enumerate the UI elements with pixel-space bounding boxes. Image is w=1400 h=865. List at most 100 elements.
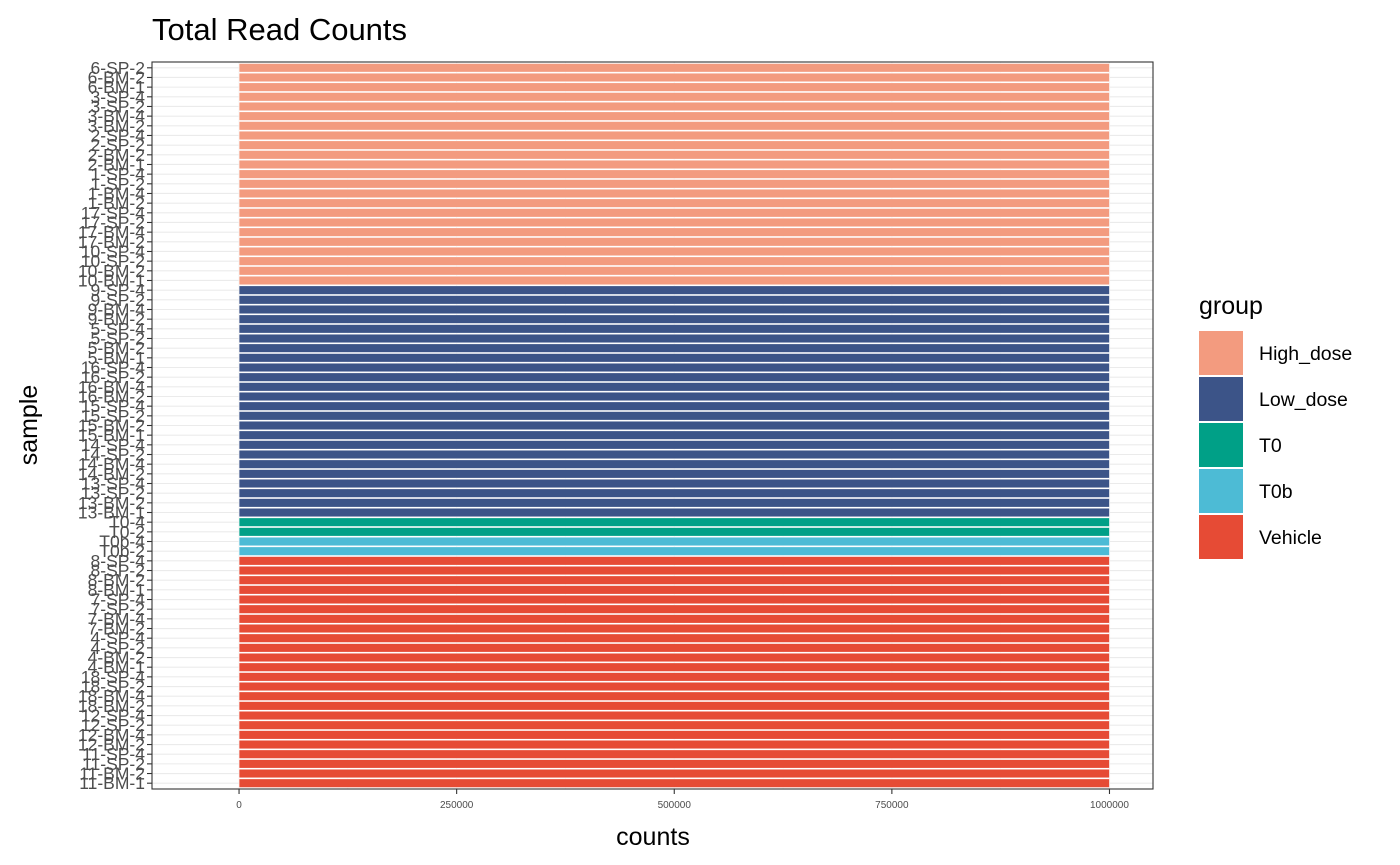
bar-6-SP-2 <box>238 63 1110 73</box>
legend-key-High_dose <box>1199 331 1243 375</box>
chart-title: Total Read Counts <box>152 12 407 47</box>
y-tick-label: 10-SP-2 <box>81 251 145 271</box>
bar-1-SP-4 <box>238 169 1110 179</box>
y-tick-label: 17-SP-2 <box>81 212 145 232</box>
x-axis: 0 250000 500000 750000 1000000 <box>236 789 1129 811</box>
y-tick-label: 15-SP-4 <box>81 396 145 416</box>
bar-18-BM-2 <box>238 701 1110 711</box>
bar-4-BM-1 <box>238 662 1110 672</box>
y-tick-label: 13-BM-1 <box>78 503 145 523</box>
bar-11-BM-2 <box>238 768 1110 779</box>
bar-4-SP-2 <box>238 643 1110 653</box>
y-tick-label: 16-SP-2 <box>81 367 145 387</box>
y-tick-label: 8-BM-1 <box>88 580 145 600</box>
bar-18-BM-4 <box>238 691 1110 701</box>
bar-5-SP-4 <box>238 324 1110 334</box>
y-tick-label: 2-BM-2 <box>88 145 145 165</box>
y-tick-label: 12-SP-2 <box>81 715 145 735</box>
x-tick-label: 500000 <box>658 800 692 811</box>
bar-9-SP-2 <box>238 295 1110 305</box>
bar-15-SP-4 <box>238 401 1110 411</box>
y-tick-label: 5-BM-2 <box>88 338 145 358</box>
y-tick-label: 17-BM-2 <box>78 232 145 252</box>
y-tick-label: 3-BM-2 <box>88 116 145 136</box>
bar-18-SP-2 <box>238 681 1110 692</box>
y-tick-label: 7-BM-2 <box>88 619 145 639</box>
legend-label-T0b: T0b <box>1259 481 1293 503</box>
bar-T0-4 <box>238 517 1110 527</box>
bar-10-BM-1 <box>238 275 1110 286</box>
x-tick-label: 250000 <box>440 800 474 811</box>
y-tick-label: 11-BM-1 <box>79 773 145 793</box>
y-tick-label: 13-SP-4 <box>81 474 145 494</box>
y-tick-label: 5-BM-1 <box>88 348 145 368</box>
bar-12-BM-4 <box>238 730 1110 740</box>
y-tick-label: T0b-2 <box>99 541 145 561</box>
bar-17-BM-4 <box>238 227 1110 237</box>
y-tick-label: 8-SP-4 <box>91 551 146 571</box>
y-tick-label: 2-SP-2 <box>91 135 145 155</box>
y-tick-label: 4-SP-4 <box>91 628 146 648</box>
y-tick-label: 8-SP-2 <box>91 561 145 581</box>
x-tick-label: 750000 <box>875 800 909 811</box>
bar-2-SP-2 <box>238 140 1110 150</box>
y-tick-label: 12-SP-4 <box>81 706 145 726</box>
legend-key-Vehicle <box>1199 515 1243 559</box>
y-tick-label: 10-BM-1 <box>78 270 145 290</box>
y-tick-label: 9-BM-4 <box>88 299 146 319</box>
legend-title: group <box>1199 292 1263 320</box>
bar-17-SP-4 <box>238 208 1110 218</box>
y-tick-label: 15-BM-1 <box>78 425 145 445</box>
y-tick-label: 5-SP-2 <box>91 328 145 348</box>
y-tick-label: 7-SP-4 <box>91 590 146 610</box>
y-tick-label: T0b-4 <box>99 532 145 552</box>
bar-9-BM-4 <box>238 304 1110 315</box>
y-tick-label: 10-BM-2 <box>78 261 145 281</box>
bar-10-SP-2 <box>238 256 1110 266</box>
legend-key-Low_dose <box>1199 377 1243 421</box>
bar-16-BM-2 <box>238 391 1110 402</box>
bar-5-BM-2 <box>238 343 1110 353</box>
bar-10-BM-2 <box>238 266 1110 276</box>
bar-6-BM-2 <box>238 72 1110 83</box>
y-tick-label: 16-BM-2 <box>78 386 145 406</box>
x-tick-label: 1000000 <box>1090 800 1129 811</box>
legend-key-T0 <box>1199 423 1243 467</box>
bar-7-BM-2 <box>238 623 1110 634</box>
bar-4-SP-4 <box>238 633 1110 643</box>
y-tick-label: T0-2 <box>109 522 145 542</box>
bar-8-SP-4 <box>238 556 1110 566</box>
bar-T0-2 <box>238 527 1110 537</box>
bar-3-SP-4 <box>238 92 1110 102</box>
bar-14-BM-4 <box>238 459 1110 469</box>
bar-15-SP-2 <box>238 411 1110 421</box>
bar-17-BM-2 <box>238 237 1110 247</box>
bar-8-BM-2 <box>238 575 1110 585</box>
bar-16-SP-2 <box>238 372 1110 382</box>
bar-2-BM-2 <box>238 150 1110 160</box>
legend-label-High_dose: High_dose <box>1259 343 1352 365</box>
y-tick-label: 5-SP-4 <box>91 319 146 339</box>
bar-16-SP-4 <box>238 362 1110 373</box>
bar-2-BM-1 <box>238 159 1110 170</box>
bar-1-BM-2 <box>238 198 1110 208</box>
bar-17-SP-2 <box>238 217 1110 228</box>
y-tick-label: 4-BM-2 <box>88 648 145 668</box>
y-tick-label: 9-SP-2 <box>91 290 145 310</box>
y-tick-label: 3-BM-4 <box>88 106 146 126</box>
y-tick-label: T0-4 <box>109 512 145 532</box>
y-tick-label: 14-BM-2 <box>78 464 145 484</box>
y-tick-label: 9-BM-2 <box>88 309 145 329</box>
y-tick-label: 2-SP-4 <box>91 125 146 145</box>
y-tick-label: 4-SP-2 <box>91 638 145 658</box>
legend-label-T0: T0 <box>1259 435 1282 457</box>
y-tick-label: 9-SP-4 <box>91 280 146 300</box>
legend: group High_dose Low_dose T0 T0b Vehicle <box>1199 292 1352 559</box>
y-tick-label: 8-BM-2 <box>88 570 145 590</box>
bar-4-BM-2 <box>238 652 1110 663</box>
bar-11-BM-1 <box>238 778 1110 788</box>
y-tick-label: 7-SP-2 <box>91 599 145 619</box>
y-tick-label: 4-BM-1 <box>88 657 145 677</box>
y-tick-label: 15-BM-2 <box>78 416 145 436</box>
y-tick-label: 6-BM-2 <box>88 67 145 87</box>
